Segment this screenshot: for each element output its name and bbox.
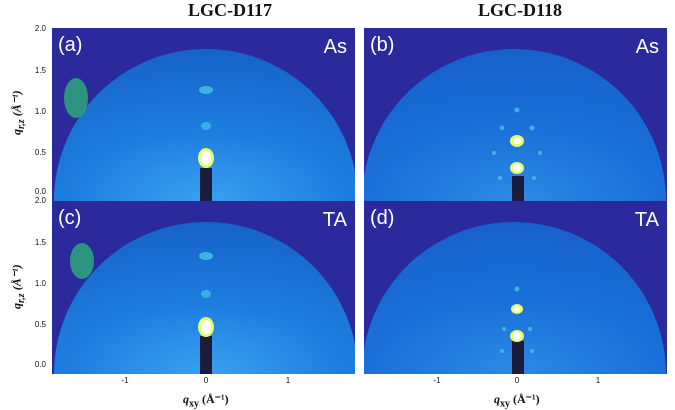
y-axis-label: qr,z (Å⁻¹) xyxy=(9,90,28,136)
panel-c: (c) TA xyxy=(52,201,355,374)
column-title-right: LGC-D118 xyxy=(477,0,562,20)
panel-b: (b) As xyxy=(364,28,667,201)
y-tick: 0.5 xyxy=(34,148,46,157)
panel-condition: TA xyxy=(322,209,347,231)
x-tick: -1 xyxy=(433,376,441,385)
panel-label: (d) xyxy=(370,207,395,229)
panel-condition: As xyxy=(635,36,659,58)
y-tick: 1.0 xyxy=(34,107,46,116)
y-tick: 1.5 xyxy=(34,66,46,75)
y-tick: 0.0 xyxy=(34,187,46,196)
x-tick: -1 xyxy=(121,376,129,385)
x-axis-label: qxy (Å⁻¹) xyxy=(494,392,540,410)
y-tick: 2.0 xyxy=(34,24,46,33)
x-tick: 1 xyxy=(285,376,291,385)
panel-condition: TA xyxy=(634,209,659,231)
y-axis-label: qr,z (Å⁻¹) xyxy=(9,264,28,310)
x-axis-label: qxy (Å⁻¹) xyxy=(183,392,229,410)
y-tick: 1.5 xyxy=(34,238,46,247)
panel-condition: As xyxy=(323,36,347,58)
panel-label: (b) xyxy=(370,34,395,56)
x-tick: 0 xyxy=(514,376,520,385)
x-tick: 0 xyxy=(203,376,209,385)
panel-label: (c) xyxy=(58,207,82,229)
panel-label: (a) xyxy=(58,34,83,56)
x-tick: 1 xyxy=(595,376,601,385)
y-tick: 2.0 xyxy=(34,196,46,205)
y-tick: 0.5 xyxy=(34,320,46,329)
panel-d: (d) TA xyxy=(364,201,667,374)
y-tick: 0.0 xyxy=(34,360,46,369)
panel-a: (a) As xyxy=(52,28,355,201)
column-title-left: LGC-D117 xyxy=(187,0,272,20)
y-tick: 1.0 xyxy=(34,279,46,288)
